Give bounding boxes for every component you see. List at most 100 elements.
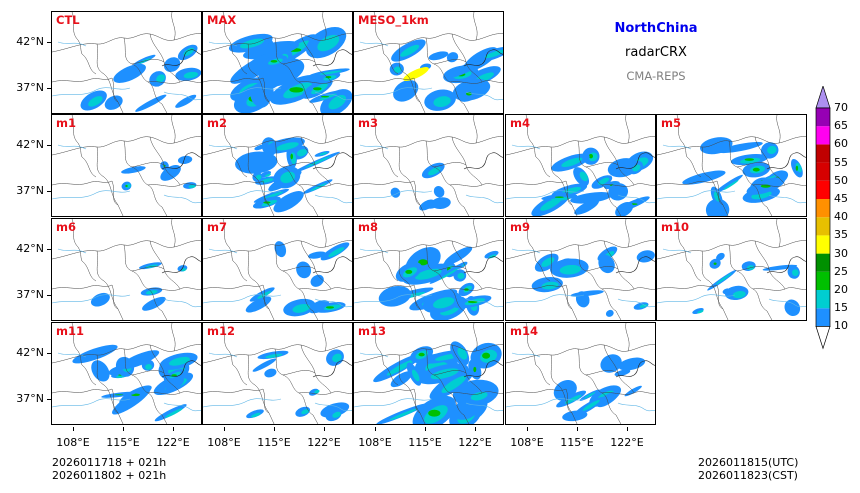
echo-10dbz — [443, 59, 485, 80]
river — [506, 294, 585, 304]
province-border — [147, 183, 201, 187]
echo-20dbz — [320, 95, 330, 98]
province-border — [111, 77, 119, 103]
lon-label: 122°E — [307, 436, 341, 449]
coastline — [312, 152, 352, 170]
echo-15dbz — [582, 400, 600, 411]
radar-map — [354, 323, 503, 424]
map-boundaries — [203, 219, 352, 320]
map-boundaries — [203, 115, 352, 216]
radar-map — [203, 115, 352, 216]
province-border — [81, 53, 97, 75]
lon-tick — [527, 427, 528, 431]
province-border — [123, 140, 168, 216]
panel-label: m10 — [661, 220, 689, 234]
province-border — [52, 33, 201, 53]
echo-10dbz — [250, 83, 271, 108]
river — [208, 41, 238, 47]
reflectivity-echoes — [390, 162, 451, 211]
echo-20dbz — [752, 167, 760, 172]
coastline — [615, 152, 655, 170]
echo-15dbz — [792, 269, 799, 276]
echo-15dbz — [559, 264, 582, 275]
echo-10dbz — [433, 185, 445, 198]
province-border — [550, 250, 578, 320]
panel-label: MAX — [207, 13, 237, 27]
province-border — [71, 115, 83, 158]
province-border — [565, 388, 573, 414]
echo-10dbz — [444, 246, 473, 266]
panel-m2: m2 — [202, 114, 353, 217]
province-border — [96, 43, 124, 113]
radar-map — [203, 12, 352, 113]
river — [617, 402, 655, 412]
echo-15dbz — [314, 389, 320, 394]
river — [52, 190, 131, 200]
lat-label: 37°N — [16, 288, 44, 301]
river — [208, 248, 238, 254]
province-border — [147, 391, 201, 395]
panel-m11: m11 — [51, 322, 202, 425]
province-border — [473, 323, 478, 352]
echo-15dbz — [457, 347, 468, 360]
province-border — [123, 348, 168, 424]
echo-20dbz — [554, 196, 564, 198]
echo-10dbz — [154, 404, 187, 422]
province-border — [657, 284, 718, 290]
river — [203, 294, 282, 304]
province-border — [433, 59, 467, 65]
river — [52, 87, 131, 97]
province-border — [300, 344, 332, 394]
echo-15dbz — [145, 364, 152, 370]
province-border — [433, 162, 467, 168]
province-border — [354, 388, 415, 394]
coastline — [312, 360, 352, 378]
coastline — [463, 256, 503, 274]
echo-10dbz — [72, 344, 118, 364]
reflectivity-echoes — [389, 39, 503, 111]
map-boundaries — [657, 219, 806, 320]
province-border — [383, 156, 399, 178]
system-title: CMA-REPS — [626, 69, 686, 83]
lat-label: 37°N — [16, 184, 44, 197]
province-border — [282, 59, 316, 65]
province-border — [171, 323, 176, 352]
lat-tick — [47, 42, 51, 43]
province-border — [577, 244, 622, 320]
province-border — [96, 354, 124, 424]
river — [465, 194, 503, 204]
province-border — [222, 12, 234, 55]
echo-20dbz — [270, 60, 278, 63]
echo-10dbz — [393, 79, 419, 102]
panel-m4: m4 — [505, 114, 656, 217]
echo-10dbz — [90, 292, 110, 307]
province-border — [81, 364, 97, 386]
panel-label: m11 — [56, 324, 84, 338]
lat-label: 37°N — [16, 392, 44, 405]
echo-20dbz — [171, 374, 177, 377]
colorbar-level-label: 25 — [834, 264, 848, 278]
province-border — [398, 43, 426, 113]
echo-15dbz — [169, 356, 190, 366]
colorbar-bin — [816, 180, 830, 199]
province-border — [728, 244, 773, 320]
radar-map — [52, 219, 201, 320]
province-border — [535, 260, 551, 282]
map-boundaries — [52, 12, 201, 113]
province-border — [354, 33, 503, 53]
province-border — [657, 240, 806, 260]
reflectivity-echoes — [90, 262, 188, 311]
lon-label: 108°E — [56, 436, 90, 449]
river — [662, 144, 692, 150]
lon-tick — [475, 427, 476, 431]
river — [314, 194, 352, 204]
lon-label: 122°E — [610, 436, 644, 449]
panel-m8: m8 — [353, 218, 504, 321]
echo-20dbz — [588, 154, 593, 159]
echo-15dbz — [561, 157, 583, 168]
river — [657, 294, 736, 304]
province-border — [601, 287, 655, 291]
echo-10dbz — [716, 252, 725, 261]
province-border — [525, 115, 537, 158]
province-border — [203, 136, 352, 156]
